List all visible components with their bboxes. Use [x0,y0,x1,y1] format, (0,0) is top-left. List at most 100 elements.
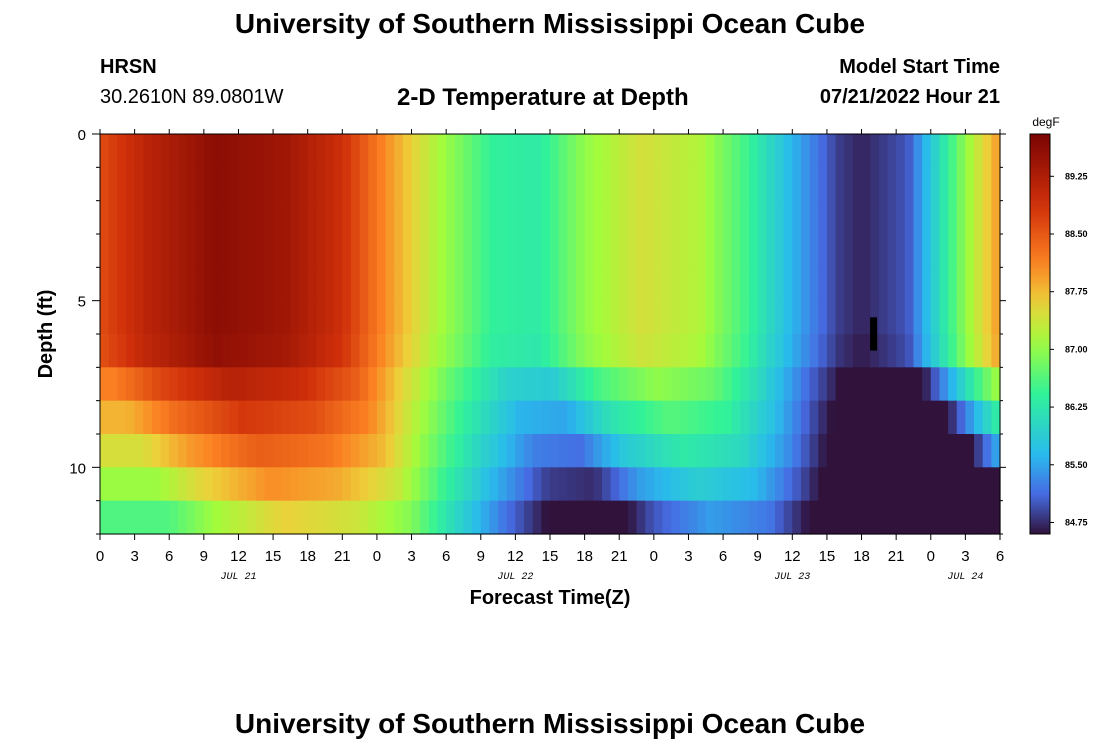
heatmap-cell [550,334,560,368]
heatmap-cell [402,334,413,368]
heatmap-cell [151,467,162,502]
heatmap-cell [740,467,750,502]
heatmap-cell [316,400,326,435]
heatmap-cell [757,367,767,402]
heatmap-cell [524,134,534,168]
heatmap-cell [852,367,863,402]
heatmap-cell [878,367,889,402]
heatmap-cell [766,134,776,168]
heatmap-cell [480,467,491,502]
heatmap-cell [151,334,162,368]
heatmap-cell [783,334,793,368]
heatmap-cell [844,267,854,302]
heatmap-cell [852,500,863,535]
heatmap-cell [558,267,568,302]
heatmap-cell [550,200,560,235]
heatmap-cell [108,334,118,368]
heatmap-cell [731,300,741,335]
heatmap-cell [550,434,560,468]
heatmap-cell [610,300,620,335]
heatmap-cell [238,500,248,535]
heatmap-cell [117,467,127,502]
heatmap-cell [359,434,369,468]
heatmap-cell [143,167,153,202]
heatmap-cell [558,134,568,168]
heatmap-cell [627,400,638,435]
heatmap-cell [325,300,335,335]
heatmap-cell [662,134,672,168]
heatmap-cell [775,267,785,302]
heatmap-cell [792,467,802,502]
heatmap-cell [610,400,620,435]
heatmap-cell [532,267,542,302]
heatmap-cell [273,234,283,268]
heatmap-cell [671,400,681,435]
x-tick-label: 3 [684,548,692,565]
heatmap-cell [740,434,750,468]
heatmap-cell [359,500,369,535]
heatmap-cell [679,167,690,202]
heatmap-cell [402,134,413,168]
heatmap-cell [151,367,162,402]
heatmap-cell [264,467,274,502]
heatmap-cell [601,400,612,435]
heatmap-cell [376,500,387,535]
heatmap-cell [342,267,352,302]
heatmap-cell [394,334,404,368]
heatmap-cell [922,400,932,435]
heatmap-cell [100,367,110,402]
heatmap-cell [861,434,871,468]
heatmap-cell [896,334,906,368]
heatmap-cell [333,300,343,335]
heatmap-cell [238,267,248,302]
heatmap-cell [922,367,932,402]
heatmap-cell [273,467,283,502]
x-tick-label: 0 [96,548,104,565]
heatmap-cell [991,300,1001,335]
heatmap-cell [169,500,179,535]
heatmap-cell [160,200,170,235]
heatmap-cell [281,467,291,502]
heatmap-cell [887,467,897,502]
heatmap-cell [688,200,698,235]
heatmap-cell [203,234,214,268]
heatmap-cell [558,500,568,535]
heatmap-cell [541,367,551,402]
heatmap-cell [705,467,716,502]
heatmap-cell [515,167,525,202]
heatmap-cell [472,267,482,302]
heatmap-cell [160,267,170,302]
heatmap-cell [653,334,664,368]
heatmap-cell [913,400,923,435]
heatmap-cell [281,267,291,302]
heatmap-cell [800,267,811,302]
heatmap-cell [463,300,473,335]
heatmap-cell [627,200,638,235]
heatmap-cell [498,467,508,502]
heatmap-cell [100,167,110,202]
heatmap-cell [930,434,941,468]
heatmap-cell [359,200,369,235]
heatmap-cell [584,234,594,268]
heatmap-cell [575,267,586,302]
heatmap-cell [195,200,205,235]
heatmap-cell [852,334,863,368]
heatmap-cell [134,400,144,435]
heatmap-cell [281,300,291,335]
heatmap-cell [844,134,854,168]
heatmap-cell [238,334,248,368]
heatmap-cell [428,367,439,402]
heatmap-cell [610,334,620,368]
heatmap-cell [982,334,992,368]
heatmap-cell [749,334,759,368]
heatmap-cell [826,300,837,335]
heatmap-cell [290,367,300,402]
heatmap-cell [878,134,889,168]
heatmap-cell [489,500,499,535]
colorbar-tick-label: 86.25 [1065,402,1088,412]
heatmap-cell [316,234,326,268]
heatmap-cell [749,200,759,235]
x-tick-label: 12 [507,548,524,565]
heatmap-cell [740,134,750,168]
heatmap-cell [437,234,447,268]
